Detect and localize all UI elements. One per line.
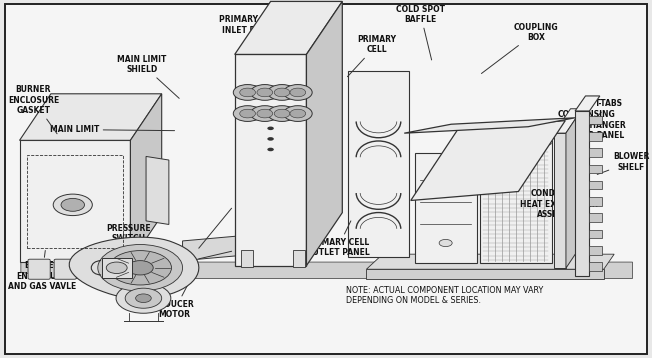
Polygon shape: [21, 255, 632, 279]
Circle shape: [61, 198, 85, 211]
Polygon shape: [554, 109, 582, 133]
Circle shape: [268, 106, 297, 121]
Circle shape: [290, 88, 306, 97]
Circle shape: [267, 126, 274, 130]
Text: BURNER
ENCLOSURE
GASKET: BURNER ENCLOSURE GASKET: [8, 85, 59, 134]
Circle shape: [125, 288, 162, 308]
Bar: [27, 155, 123, 248]
Polygon shape: [20, 140, 130, 262]
Polygon shape: [183, 236, 243, 261]
Text: MAIN LIMIT
SHIELD: MAIN LIMIT SHIELD: [117, 55, 179, 98]
Text: CONDENSING
HEAT EXCHANGER
ASSEMBLY: CONDENSING HEAT EXCHANGER ASSEMBLY: [488, 183, 598, 219]
Polygon shape: [20, 94, 162, 140]
Polygon shape: [589, 165, 602, 173]
Polygon shape: [575, 111, 589, 276]
Text: COLD SPOT
BAFFLE: COLD SPOT BAFFLE: [396, 5, 445, 60]
Circle shape: [127, 261, 153, 275]
Polygon shape: [589, 197, 602, 206]
Text: PRESSURE
SWITCH: PRESSURE SWITCH: [106, 220, 156, 243]
Circle shape: [109, 251, 171, 285]
Polygon shape: [366, 269, 604, 279]
Circle shape: [240, 109, 256, 118]
Polygon shape: [293, 250, 305, 267]
Text: COUPLING
BOX: COUPLING BOX: [481, 23, 558, 73]
Circle shape: [257, 88, 273, 97]
Polygon shape: [589, 148, 602, 157]
Polygon shape: [480, 140, 552, 263]
Text: BURNER
ENCLOSURE
AND GAS VAVLE: BURNER ENCLOSURE AND GAS VAVLE: [8, 251, 76, 291]
Polygon shape: [575, 96, 600, 111]
Circle shape: [267, 147, 274, 151]
Polygon shape: [554, 133, 566, 268]
Polygon shape: [102, 258, 132, 278]
FancyBboxPatch shape: [54, 259, 76, 279]
Polygon shape: [566, 109, 582, 268]
FancyBboxPatch shape: [80, 259, 102, 279]
Circle shape: [284, 106, 312, 121]
Polygon shape: [589, 262, 602, 271]
Polygon shape: [69, 237, 199, 298]
Text: CONDENSING
HEAT EXCHANGER
CELL REAR PANEL: CONDENSING HEAT EXCHANGER CELL REAR PANE…: [531, 110, 625, 154]
Polygon shape: [589, 116, 602, 124]
Circle shape: [274, 109, 290, 118]
Circle shape: [233, 84, 262, 100]
Polygon shape: [146, 156, 169, 224]
Circle shape: [290, 109, 306, 118]
Polygon shape: [589, 132, 602, 141]
Polygon shape: [415, 153, 477, 263]
Polygon shape: [411, 121, 565, 200]
Text: NOTE: ACTUAL COMPONENT LOCATION MAY VARY
DEPENDING ON MODEL & SERIES.: NOTE: ACTUAL COMPONENT LOCATION MAY VARY…: [346, 286, 543, 305]
Polygon shape: [235, 1, 342, 54]
Circle shape: [53, 194, 93, 216]
Circle shape: [106, 262, 127, 274]
Circle shape: [136, 294, 151, 303]
Text: INDUCER
MOTOR: INDUCER MOTOR: [155, 281, 194, 319]
Circle shape: [98, 245, 183, 291]
Text: PRIMARY CELL
OUTLET PANEL: PRIMARY CELL OUTLET PANEL: [306, 221, 370, 257]
Circle shape: [257, 109, 273, 118]
Text: MAIN LIMIT: MAIN LIMIT: [50, 125, 175, 134]
Polygon shape: [130, 94, 162, 262]
Text: PRIMARY CELL
INLET PANEL: PRIMARY CELL INLET PANEL: [218, 15, 281, 57]
Polygon shape: [589, 181, 602, 189]
Circle shape: [284, 84, 312, 100]
Polygon shape: [235, 54, 306, 266]
Circle shape: [439, 240, 452, 247]
Text: PRIMARY
CELL: PRIMARY CELL: [348, 35, 396, 77]
Circle shape: [274, 88, 290, 97]
Circle shape: [233, 106, 262, 121]
Polygon shape: [366, 254, 614, 269]
Polygon shape: [306, 1, 342, 266]
Text: BLOWER
SHELF: BLOWER SHELF: [597, 152, 649, 174]
Circle shape: [250, 84, 279, 100]
Polygon shape: [348, 71, 409, 257]
Polygon shape: [589, 246, 602, 255]
Circle shape: [268, 84, 297, 100]
Circle shape: [116, 283, 171, 313]
FancyBboxPatch shape: [28, 259, 50, 279]
Circle shape: [267, 137, 274, 141]
Text: T-TABS: T-TABS: [582, 99, 623, 134]
Polygon shape: [589, 213, 602, 222]
Polygon shape: [589, 230, 602, 238]
Circle shape: [240, 88, 256, 97]
Circle shape: [250, 106, 279, 121]
Polygon shape: [241, 250, 253, 267]
FancyBboxPatch shape: [100, 259, 122, 279]
Polygon shape: [404, 118, 575, 133]
